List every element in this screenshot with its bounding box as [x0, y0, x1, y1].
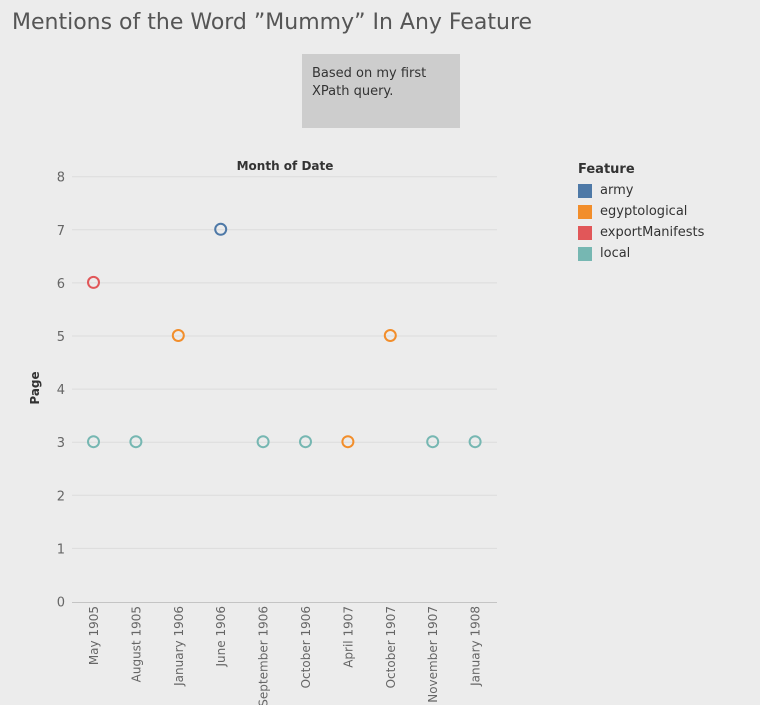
y-tick-label: 1 — [57, 542, 65, 557]
data-point-egyptological — [341, 435, 355, 449]
y-tick-label: 7 — [57, 224, 65, 239]
y-tick-label: 8 — [57, 171, 65, 186]
data-point-egyptological — [383, 329, 397, 342]
legend: Feature army egyptological exportManifes… — [578, 162, 704, 264]
data-point-exportManifests — [87, 275, 100, 289]
y-axis-title: Page — [28, 371, 42, 404]
data-point-local — [129, 435, 143, 449]
legend-label: exportManifests — [600, 225, 705, 240]
y-tick-label: 3 — [57, 436, 65, 451]
x-tick-label: April 1907 — [341, 606, 355, 668]
legend-label: local — [600, 246, 631, 261]
x-tick-label: January 1906 — [172, 606, 186, 687]
data-point-local — [87, 435, 100, 449]
legend-title: Feature — [578, 162, 635, 177]
x-tick-label-line: October 1906 — [299, 606, 313, 688]
data-point-army — [214, 222, 228, 236]
legend-item-local[interactable]: local — [578, 243, 704, 264]
legend-swatch — [578, 204, 592, 219]
x-tick-label-line: May 1905 — [87, 606, 101, 665]
x-tick-label-line: April 1907 — [341, 606, 355, 668]
x-tick-label: May 1905 — [87, 606, 101, 665]
legend-item-army[interactable]: army — [578, 180, 704, 201]
data-point-egyptological — [171, 329, 185, 342]
data-point-local — [468, 435, 482, 449]
data-point-local — [426, 435, 440, 449]
legend-item-egyptological[interactable]: egyptological — [578, 201, 704, 222]
annotation-line-1: Based on my first — [312, 66, 427, 81]
y-tick-label: 4 — [57, 383, 65, 398]
x-tick-label-line: January 1906 — [172, 606, 186, 687]
x-tick-label-line: November 1907 — [426, 606, 440, 703]
chart-title: Mentions of the Word ”Mummy” In Any Feat… — [12, 10, 533, 35]
x-tick-label-line: June 1906 — [214, 606, 228, 668]
x-tick-label: October 1907 — [384, 606, 398, 688]
legend-swatch — [578, 225, 592, 240]
x-tick-label: June 1906 — [214, 606, 228, 668]
data-point-local — [256, 435, 270, 449]
x-tick-label: January 1908 — [469, 606, 483, 687]
legend-label: army — [600, 183, 634, 198]
annotation-box: Based on my first XPath query. — [302, 54, 460, 128]
x-tick-label: August 1905 — [129, 606, 143, 682]
x-tick-label: October 1906 — [299, 606, 313, 688]
legend-item-exportmanifests[interactable]: exportManifests — [578, 222, 704, 243]
data-point-local — [299, 435, 312, 449]
x-tick-label-line: October 1907 — [384, 606, 398, 688]
x-tick-label: September 1906 — [257, 606, 271, 705]
y-tick-label: 6 — [57, 277, 65, 292]
y-tick-label: 2 — [57, 489, 65, 504]
annotation-line-2: XPath query. — [312, 84, 394, 99]
y-tick-label: 0 — [57, 596, 65, 611]
y-tick-label: 5 — [57, 330, 65, 345]
x-tick-label-line: August 1905 — [129, 606, 143, 682]
x-tick-label-line: September 1906 — [257, 606, 271, 705]
legend-label: egyptological — [600, 204, 688, 219]
x-axis-title: Month of Date — [237, 159, 334, 173]
x-tick-label: November 1907 — [426, 606, 440, 703]
legend-swatch — [578, 246, 592, 261]
x-tick-label-line: January 1908 — [469, 606, 483, 687]
legend-swatch — [578, 183, 592, 198]
